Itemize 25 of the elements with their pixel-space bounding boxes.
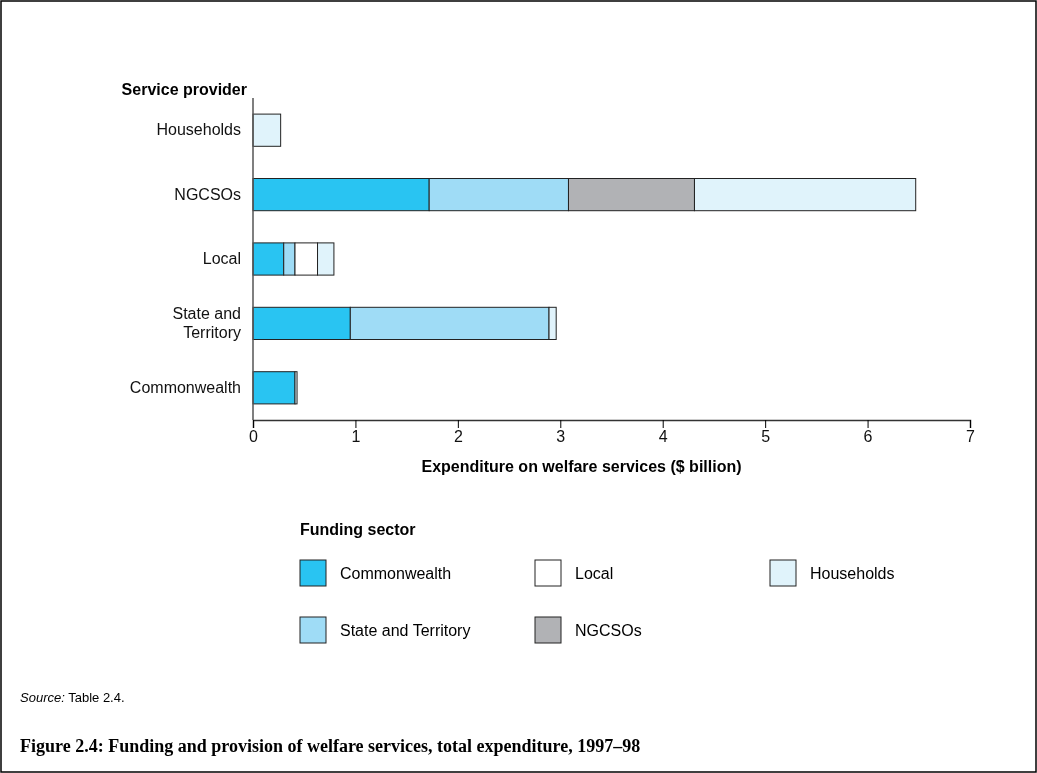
x-axis-title: Expenditure on welfare services ($ billion) bbox=[421, 458, 742, 475]
source-note: Source: Table 2.4. bbox=[20, 690, 125, 705]
y-tick-label: Commonwealth bbox=[129, 378, 241, 396]
legend-label: Local bbox=[575, 565, 614, 582]
x-tick-label: 3 bbox=[556, 428, 566, 446]
legend-label: Households bbox=[810, 565, 895, 582]
legend-title: Funding sector bbox=[300, 521, 416, 538]
x-tick-label: 2 bbox=[453, 428, 463, 446]
bar bbox=[252, 113, 282, 147]
legend-label: NGCSOs bbox=[575, 622, 642, 639]
text: Figure 2.4: Funding and provision of welfare services, total expenditure, 1997–98 bbox=[20, 736, 641, 756]
x-tick-label: 1 bbox=[351, 428, 361, 446]
y-tick-label: Local bbox=[202, 250, 241, 268]
x-tick-label: 0 bbox=[249, 428, 259, 446]
x-tick-label: 4 bbox=[658, 428, 668, 446]
legend-label: State and Territory bbox=[340, 622, 471, 639]
legend-label: Commonwealth bbox=[340, 565, 452, 582]
x-tick-label: 5 bbox=[761, 428, 771, 446]
y-tick-label: Households bbox=[156, 121, 241, 139]
y-axis-title: Service provider bbox=[121, 81, 247, 98]
x-tick-label: 6 bbox=[863, 428, 873, 446]
x-tick-label: 7 bbox=[966, 428, 976, 446]
y-tick-label: NGCSOs bbox=[174, 185, 241, 203]
y-tick-label: State and Territory bbox=[172, 304, 241, 342]
bar bbox=[252, 371, 296, 405]
